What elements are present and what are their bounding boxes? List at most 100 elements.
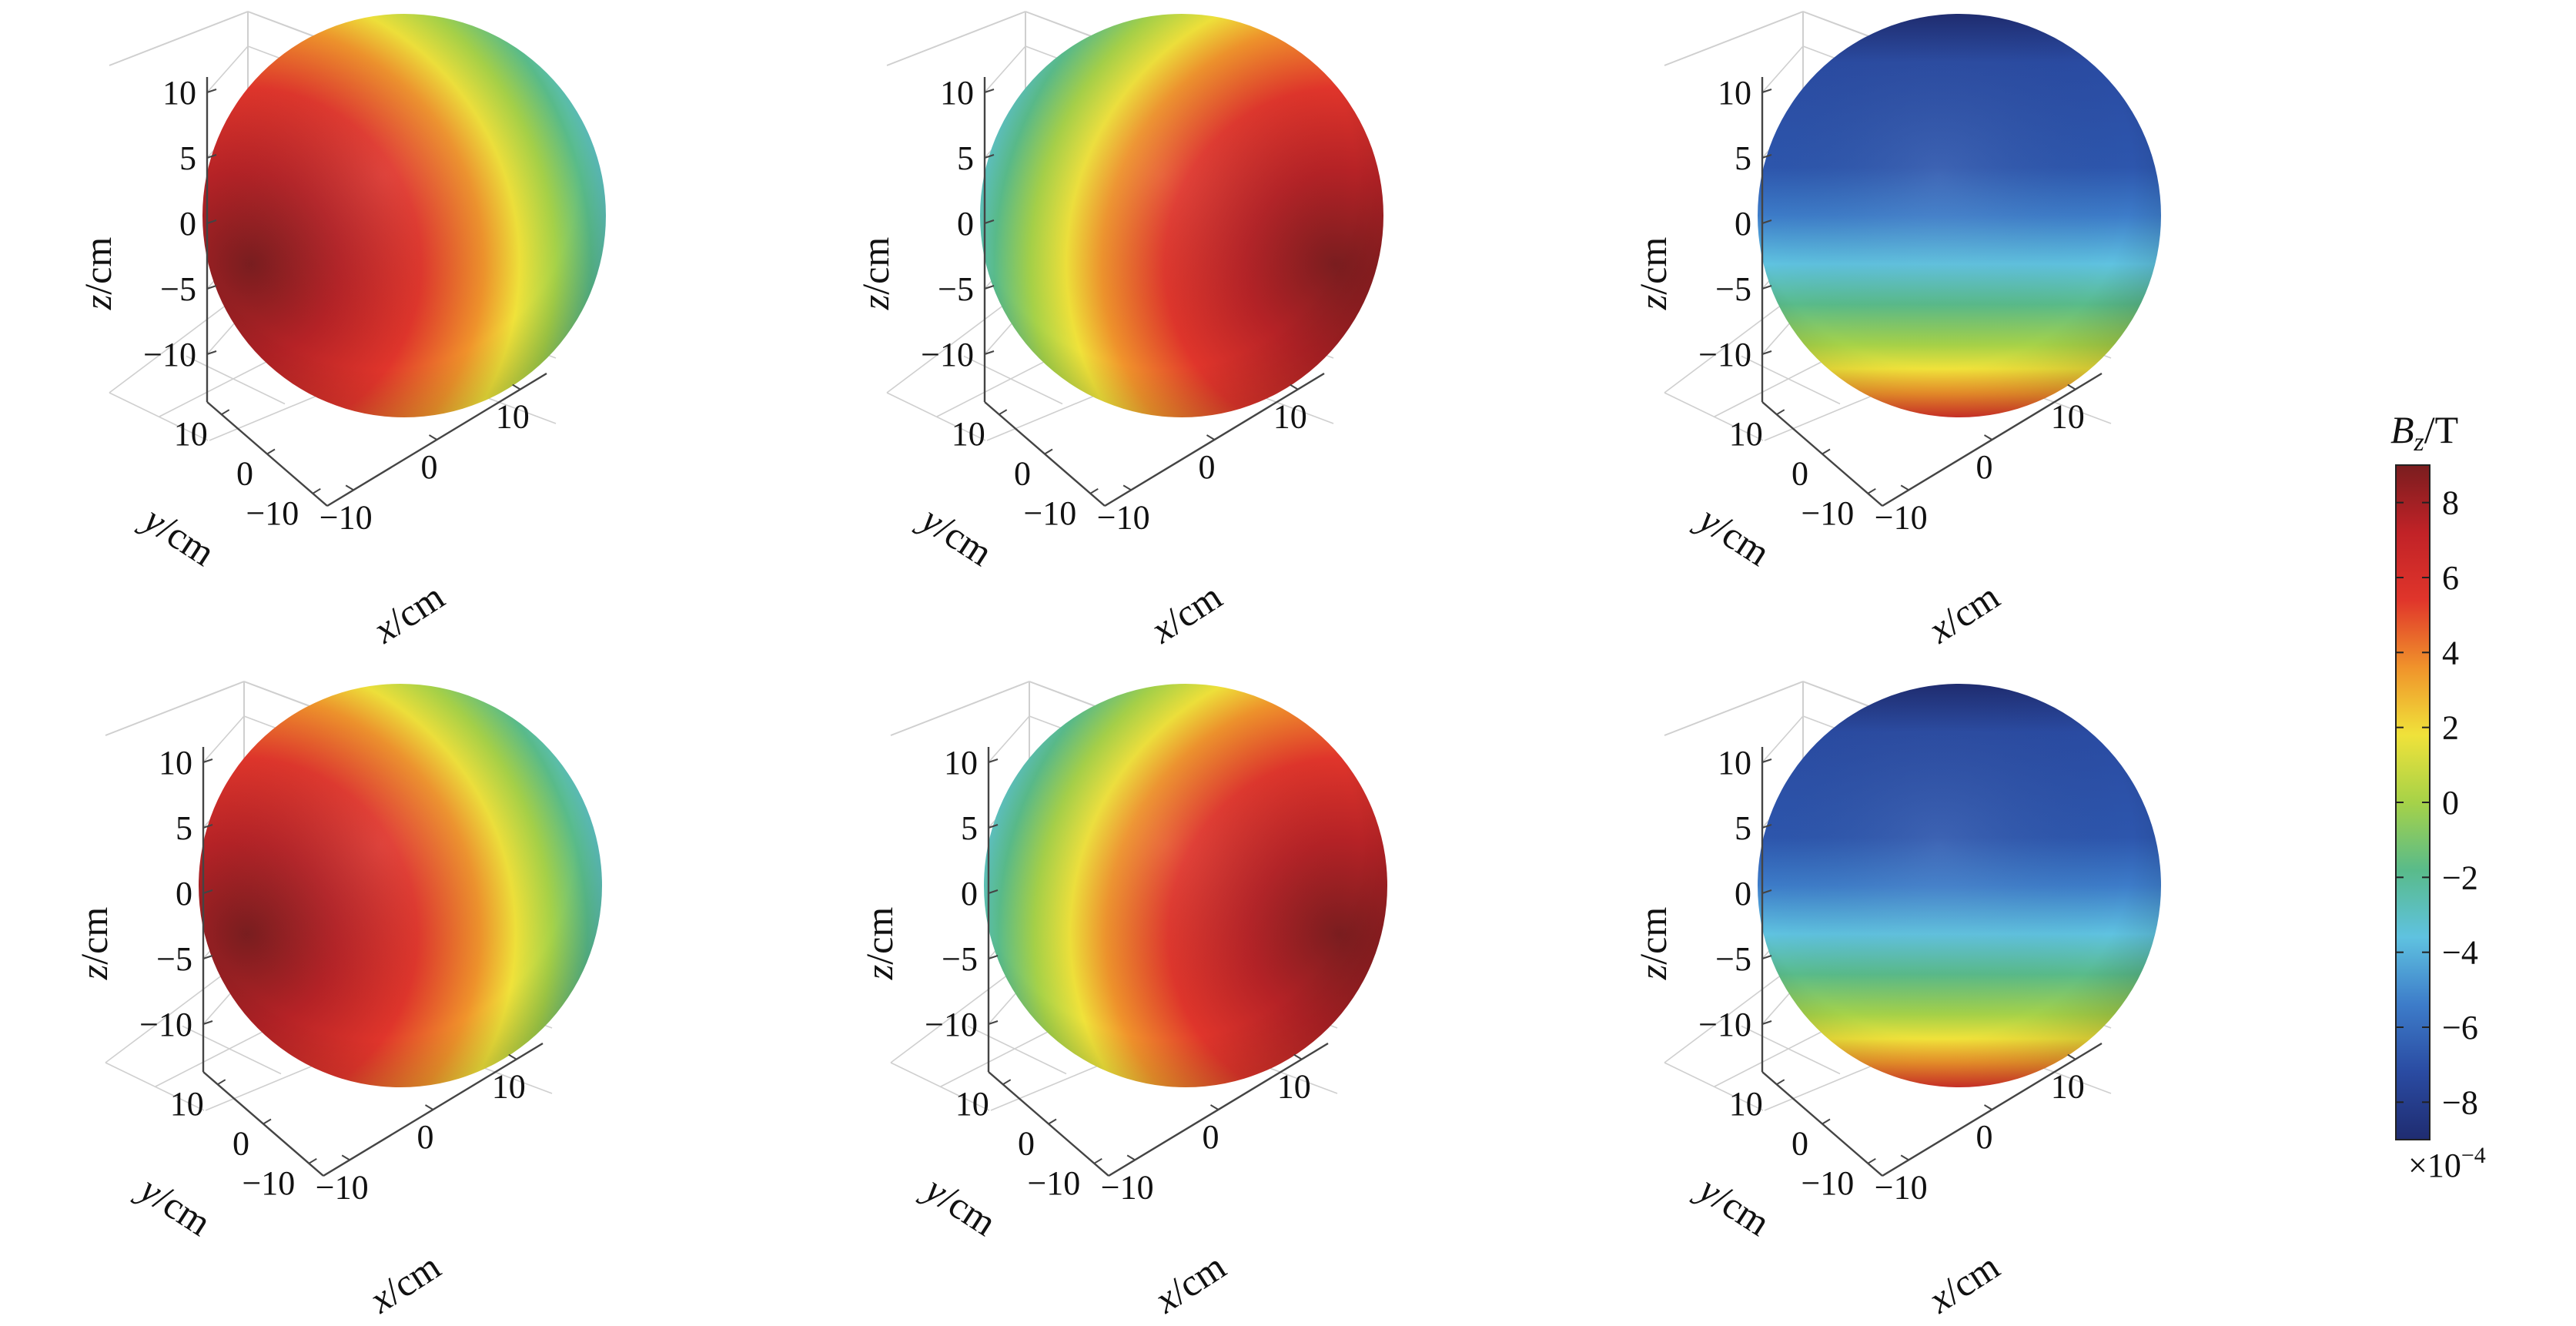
z-tick-label: 10 bbox=[1718, 74, 1751, 112]
z-tick-label: −10 bbox=[143, 336, 196, 373]
z-tick-label: 5 bbox=[1735, 809, 1751, 847]
y-tick-label: 0 bbox=[1014, 455, 1031, 493]
z-axis-label: z/cm bbox=[854, 237, 897, 311]
x-axis-label: x/cm bbox=[365, 574, 452, 651]
x-tick-label: −10 bbox=[316, 1168, 369, 1206]
colorbar-tick-label: −4 bbox=[2442, 934, 2478, 972]
z-tick-label: −10 bbox=[1698, 336, 1751, 373]
x-tick-label: 10 bbox=[2051, 1068, 2085, 1106]
z-tick-label: −10 bbox=[1698, 1006, 1751, 1043]
y-tick-label: 0 bbox=[233, 1125, 249, 1163]
z-axis-label: z/cm bbox=[72, 907, 115, 981]
x-tick-label: 10 bbox=[492, 1068, 526, 1106]
z-tick-label: 10 bbox=[940, 74, 974, 112]
y-axis-label: y/cm bbox=[915, 1165, 1004, 1244]
x-tick-label: −10 bbox=[1097, 498, 1150, 536]
x-tick-label: 0 bbox=[421, 448, 438, 486]
x-tick-label: 0 bbox=[1976, 448, 1993, 486]
y-tick-label: 10 bbox=[170, 1085, 204, 1123]
z-tick-label: 5 bbox=[957, 139, 974, 177]
x-tick-label: −10 bbox=[319, 498, 373, 536]
y-tick-label: −10 bbox=[1801, 1164, 1854, 1202]
sphere-shading bbox=[199, 684, 602, 1087]
colorbar-label: Bz/T bbox=[2390, 408, 2458, 457]
z-axis-label: z/cm bbox=[76, 237, 119, 311]
x-tick-label: −10 bbox=[1875, 1168, 1928, 1206]
y-tick-label: 0 bbox=[236, 455, 253, 493]
z-tick-label: 0 bbox=[1735, 875, 1751, 912]
x-tick-label: 10 bbox=[2051, 398, 2085, 436]
z-tick-label: −5 bbox=[1715, 940, 1751, 978]
z-tick-label: −5 bbox=[1715, 270, 1751, 308]
z-tick-label: −10 bbox=[921, 336, 974, 373]
x-tick-label: 0 bbox=[1976, 1118, 1993, 1156]
y-tick-label: −10 bbox=[1027, 1164, 1080, 1202]
y-axis-label: y/cm bbox=[1688, 1165, 1778, 1244]
sphere-shading bbox=[1758, 684, 2161, 1087]
x-tick-label: 0 bbox=[417, 1118, 434, 1156]
z-tick-label: 5 bbox=[176, 809, 192, 847]
colorbar-tick-label: 4 bbox=[2442, 634, 2459, 671]
z-tick-label: −10 bbox=[139, 1006, 192, 1043]
z-tick-label: −5 bbox=[938, 270, 974, 308]
z-tick-label: 10 bbox=[162, 74, 196, 112]
y-tick-label: −10 bbox=[246, 494, 299, 532]
z-tick-label: 10 bbox=[1718, 744, 1751, 782]
z-tick-label: 0 bbox=[1735, 205, 1751, 243]
z-tick-label: 0 bbox=[961, 875, 978, 912]
z-tick-label: 5 bbox=[961, 809, 978, 847]
x-tick-label: 0 bbox=[1203, 1118, 1219, 1156]
y-axis-label: y/cm bbox=[911, 495, 1000, 574]
y-tick-label: 10 bbox=[955, 1085, 989, 1123]
x-tick-label: −10 bbox=[1875, 498, 1928, 536]
colorbar: Bz/T 8 6 4 2 0 −2 −4 −6 −8 ×10−4 bbox=[2390, 408, 2486, 1184]
sphere-shading bbox=[984, 684, 1387, 1087]
z-tick-label: 5 bbox=[1735, 139, 1751, 177]
y-tick-label: −10 bbox=[242, 1164, 295, 1202]
colorbar-tick-label: −2 bbox=[2442, 859, 2478, 896]
y-tick-label: −10 bbox=[1023, 494, 1076, 532]
z-tick-label: −5 bbox=[156, 940, 192, 978]
sphere-shading bbox=[202, 14, 606, 417]
colorbar-tick-label: 2 bbox=[2442, 709, 2459, 747]
z-tick-label: −5 bbox=[942, 940, 978, 978]
y-tick-label: 10 bbox=[1729, 1085, 1763, 1123]
colorbar-tick-label: −8 bbox=[2442, 1083, 2478, 1121]
z-tick-label: 0 bbox=[176, 875, 192, 912]
y-tick-label: 10 bbox=[174, 415, 208, 453]
y-tick-label: 0 bbox=[1791, 455, 1808, 493]
x-axis-label: x/cm bbox=[1146, 1244, 1233, 1321]
x-axis-label: x/cm bbox=[361, 1244, 448, 1321]
y-axis-label: y/cm bbox=[129, 1165, 219, 1244]
x-tick-label: 10 bbox=[1277, 1068, 1311, 1106]
x-axis-label: x/cm bbox=[1920, 1244, 2007, 1321]
y-tick-label: 10 bbox=[1729, 415, 1763, 453]
y-tick-label: 0 bbox=[1018, 1125, 1035, 1163]
z-tick-label: −10 bbox=[925, 1006, 978, 1043]
z-tick-label: 0 bbox=[957, 205, 974, 243]
z-tick-label: 10 bbox=[159, 744, 192, 782]
z-tick-label: −5 bbox=[160, 270, 196, 308]
z-axis-label: z/cm bbox=[1631, 907, 1674, 981]
x-tick-label: −10 bbox=[1101, 1168, 1154, 1206]
z-axis-label: z/cm bbox=[858, 907, 901, 981]
y-axis-label: y/cm bbox=[1688, 495, 1778, 574]
colorbar-tick-label: 8 bbox=[2442, 484, 2459, 522]
z-tick-label: 5 bbox=[179, 139, 196, 177]
x-tick-label: 10 bbox=[1273, 398, 1307, 436]
z-axis-label: z/cm bbox=[1631, 237, 1674, 311]
x-axis-label: x/cm bbox=[1920, 574, 2007, 651]
x-tick-label: 0 bbox=[1199, 448, 1216, 486]
z-tick-label: 10 bbox=[944, 744, 978, 782]
z-tick-label: 0 bbox=[179, 205, 196, 243]
colorbar-tick-label: −6 bbox=[2442, 1009, 2478, 1046]
x-tick-label: 10 bbox=[496, 398, 530, 436]
